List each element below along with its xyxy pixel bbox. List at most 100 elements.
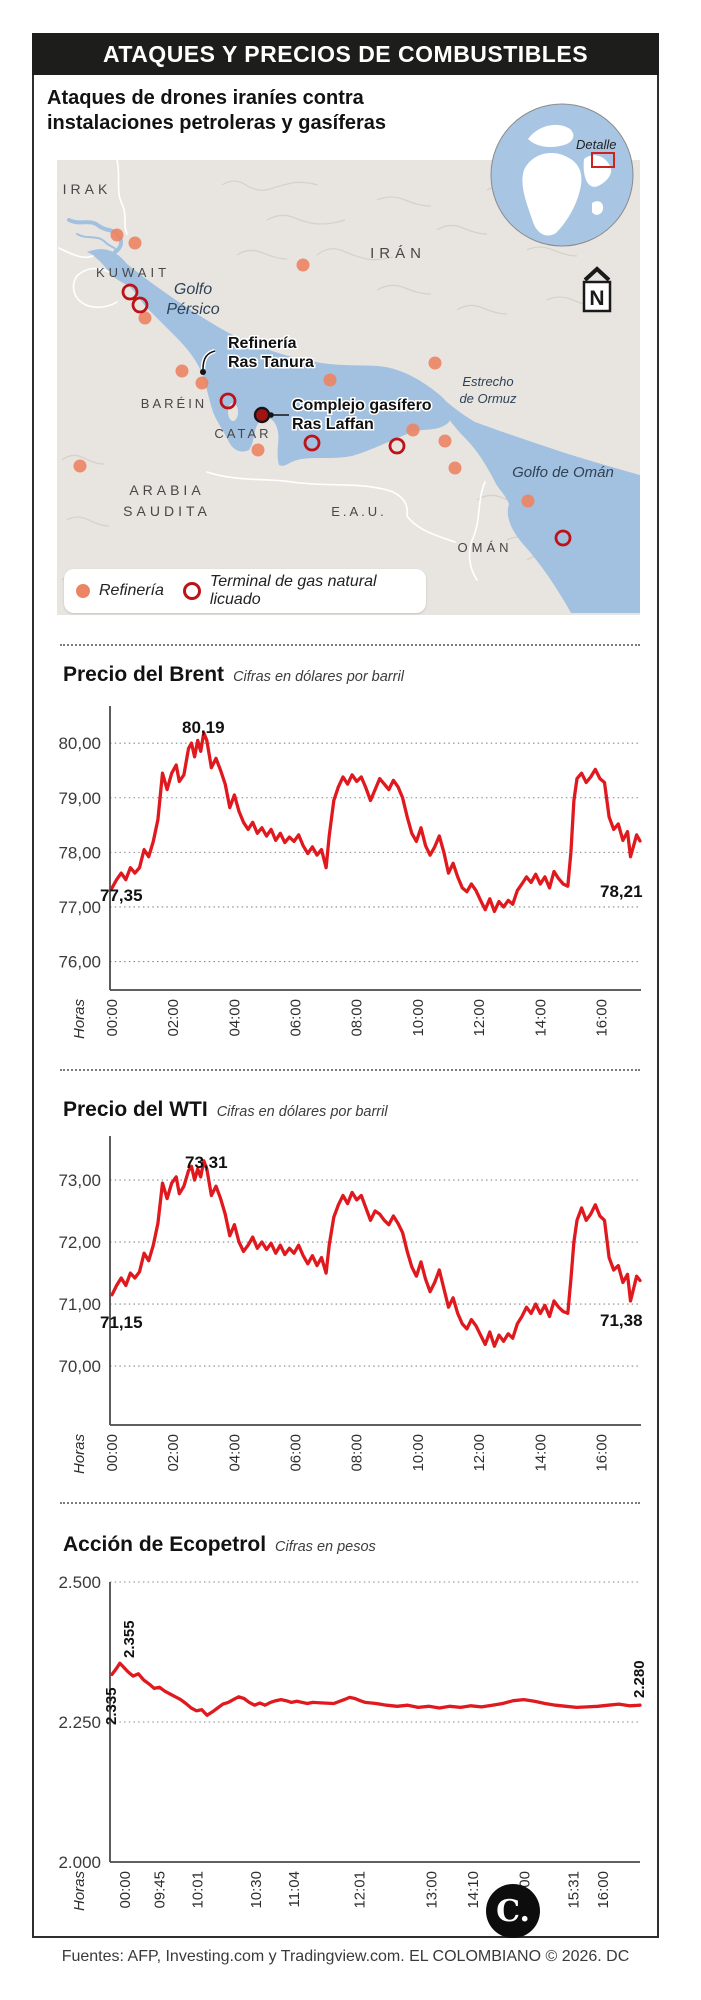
x-tick-label: 10:00 (410, 999, 427, 1037)
chart-title-text: Acción de Ecopetrol (63, 1533, 267, 1556)
x-tick-label: 11:04 (286, 1871, 303, 1907)
value-label: 77,35 (100, 886, 143, 905)
map-label: E.A.U. (331, 504, 387, 519)
footer-source: Fuentes: AFP, Investing.com y Tradingvie… (61, 1948, 630, 1965)
x-tick-label: 13:00 (423, 1871, 440, 1909)
ras-laffan-marker (253, 406, 271, 424)
x-tick-label: 00:00 (117, 1871, 134, 1909)
globe-detail-label: Detalle (576, 137, 616, 152)
x-tick-label: 02:00 (165, 1434, 182, 1472)
compass-n-label: N (589, 287, 604, 310)
x-tick-label: 15:31 (565, 1871, 582, 1909)
y-tick-label: 80,00 (58, 734, 101, 753)
y-tick-label: 70,00 (58, 1357, 101, 1376)
chart-subtitle-text: Cifras en dólares por barril (216, 1104, 388, 1120)
compass-box (582, 280, 612, 313)
map-label: de Ormuz (459, 391, 517, 406)
refinery-marker (195, 376, 209, 390)
x-tick-label: 06:00 (288, 1434, 305, 1472)
price-line (110, 731, 642, 914)
y-tick-label: 2.000 (58, 1853, 101, 1872)
y-tick-label: 2.250 (58, 1713, 101, 1732)
map-label: Refinería (228, 335, 297, 352)
refinery-marker (428, 356, 442, 370)
river (67, 218, 124, 254)
north-compass-icon: N (582, 266, 612, 313)
map-label: IRAK (63, 181, 112, 197)
country-border (468, 481, 486, 581)
globe-detail-box (591, 152, 615, 168)
map-relief-texture (316, 248, 394, 261)
x-tick-label: 04:00 (226, 999, 243, 1037)
map-relief-texture (456, 304, 508, 315)
page-title-text: ATAQUES Y PRECIOS DE COMBUSTIBLES (102, 40, 589, 67)
lng-terminal-marker (554, 529, 572, 547)
country-border (406, 515, 456, 543)
map-label: ARABIA (129, 482, 204, 498)
value-label: 78,21 (600, 882, 643, 901)
x-tick-label: 12:00 (471, 1434, 488, 1472)
refinery-marker (110, 228, 124, 242)
map-label: Ras Laffan (292, 416, 374, 433)
x-tick-label: 04:00 (226, 1434, 243, 1472)
ras-laffan-anchor-dot (268, 412, 274, 418)
value-label: 2.280 (631, 1660, 648, 1698)
country-border (72, 267, 118, 309)
river (76, 233, 118, 253)
x-tick-label: 00:00 (104, 1434, 121, 1472)
y-tick-label: 72,00 (58, 1233, 101, 1252)
separator (60, 1502, 640, 1504)
ras-tanura-leader (202, 350, 216, 370)
refinery-marker (438, 434, 452, 448)
map-label: Complejo gasífero (292, 397, 432, 414)
x-tick-label: 10:00 (410, 1434, 427, 1472)
x-tick-label: 14:00 (532, 999, 549, 1037)
map-relief-texture (376, 196, 432, 207)
map-relief-texture (66, 516, 110, 527)
x-tick-label: 12:00 (471, 999, 488, 1037)
map-label: BARÉIN (141, 396, 207, 411)
value-label: 71,15 (100, 1313, 143, 1332)
page-title: ATAQUES Y PRECIOS DE COMBUSTIBLES (32, 33, 659, 75)
chart-title-text: Precio del Brent (63, 663, 225, 686)
chart-subtitle-text: Cifras en dólares por barril (233, 669, 404, 685)
map-label: KUWAIT (96, 265, 170, 280)
x-tick-label: 16:00 (595, 1871, 612, 1909)
map-subtitle-line1: Ataques de drones iraníes contra (47, 87, 364, 109)
globe-europe (528, 124, 574, 147)
globe-africa (522, 153, 582, 236)
refinery-marker (448, 461, 462, 475)
x-tick-label: 02:00 (165, 999, 182, 1037)
value-label: 2.355 (121, 1620, 138, 1658)
globe-arabia (583, 155, 612, 187)
x-tick-label: 12:01 (352, 1871, 369, 1909)
brent-chart-title: Precio del Brent Cifras en dólares por b… (63, 663, 404, 687)
map-subtitle: Ataques de drones iraníes contra instala… (47, 86, 386, 136)
x-tick-label: 16:00 (593, 1434, 610, 1472)
value-label: 80,19 (182, 718, 225, 737)
refinery-marker (251, 443, 265, 457)
x-tick-label: 08:00 (349, 999, 366, 1037)
map-relief-texture (221, 180, 319, 191)
value-label: 71,38 (600, 1311, 643, 1330)
y-tick-label: 79,00 (58, 789, 101, 808)
x-tick-label: 09:45 (152, 1871, 169, 1909)
y-tick-label: 2.500 (58, 1573, 101, 1592)
wti-chart-title: Precio del WTI Cifras en dólares por bar… (63, 1098, 388, 1122)
refinery-marker (73, 459, 87, 473)
x-tick-label: 00:00 (104, 999, 121, 1037)
map-subtitle-line2: instalaciones petroleras y gasíferas (47, 112, 387, 134)
x-tick-label: 08:00 (349, 1434, 366, 1472)
map-label: Ras Tanura (228, 354, 314, 371)
x-axis-title: Horas (71, 999, 88, 1040)
map-label: Golfo de Omán (512, 464, 614, 481)
map-relief-texture (526, 246, 578, 257)
y-tick-label: 73,00 (58, 1171, 101, 1190)
lng-terminal-marker (388, 437, 406, 455)
legend-terminal-label: Terminal de gas natural licuado (209, 573, 377, 608)
x-tick-label: 10:30 (248, 1871, 265, 1909)
refinery-marker (406, 423, 420, 437)
map-label: Golfo (174, 281, 212, 298)
separator (60, 644, 640, 646)
x-axis-title: Horas (71, 1871, 88, 1912)
